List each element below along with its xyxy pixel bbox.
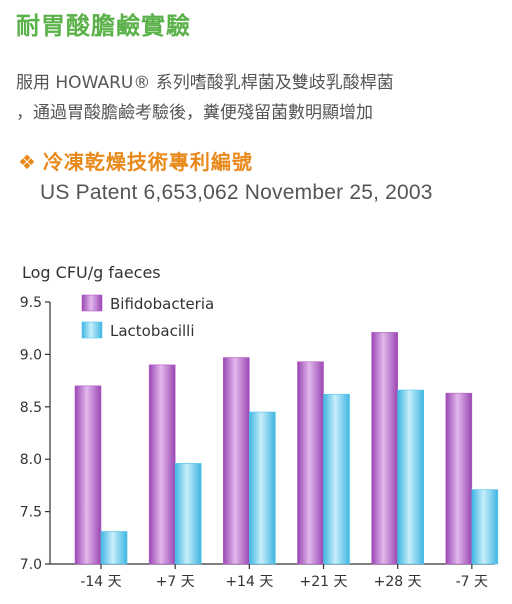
legend-label-bifidobacteria: Bifidobacteria <box>110 295 214 313</box>
y-tick-label: 8.5 <box>20 400 42 416</box>
y-tick-label: 7.5 <box>20 505 42 521</box>
bar-lactobacilli <box>323 393 350 565</box>
bar-bifidobacteria <box>445 392 473 565</box>
y-tick-label: 9.5 <box>20 295 42 311</box>
bar-lactobacilli <box>249 411 276 565</box>
x-tick-label: +14 天 <box>225 574 273 590</box>
x-tick-label: +28 天 <box>374 574 422 590</box>
x-tick-label: +7 天 <box>156 574 195 590</box>
y-tick-label: 9.0 <box>20 347 42 363</box>
page-title: 耐胃酸膽鹼實驗 <box>16 12 191 40</box>
bar-lactobacilli <box>471 489 499 565</box>
bar-bifidobacteria <box>223 357 250 565</box>
bar-bifidobacteria <box>297 361 324 565</box>
bar-chart-svg: Log CFU/g faeces 7.0 7.5 8.0 8.5 9.0 9.5 -14 天 +… <box>20 263 499 590</box>
bar-lactobacilli <box>174 463 202 565</box>
x-tick-label: +21 天 <box>300 574 348 590</box>
patent-heading-text: 冷凍乾燥技術專利編號 <box>42 150 253 174</box>
x-tick-label: -7 天 <box>456 574 488 590</box>
bar-lactobacilli <box>100 531 128 565</box>
description-line-1: 服用 HOWARU® 系列嗜酸乳桿菌及雙歧乳酸桿菌 <box>16 73 394 93</box>
y-axis-label: Log CFU/g faeces <box>22 263 161 282</box>
x-tick-label: -14 天 <box>80 574 121 590</box>
legend-swatch-bifidobacteria <box>81 294 103 312</box>
bar-bifidobacteria <box>148 364 176 565</box>
bar-bifidobacteria <box>371 332 398 565</box>
y-tick-label: 8.0 <box>20 452 42 468</box>
bar-bifidobacteria <box>74 385 102 565</box>
y-tick-label: 7.0 <box>20 557 42 573</box>
bar-chart: Log CFU/g faeces 7.0 7.5 8.0 8.5 9.0 9.5 -14 天 +… <box>0 250 512 600</box>
patent-heading: ❖ 冷凍乾燥技術專利編號 <box>18 146 253 175</box>
diamond-bullet-icon: ❖ <box>18 150 37 174</box>
description-line-2: ，通過胃酸膽鹼考驗後，糞便殘留菌數明顯增加 <box>16 103 373 123</box>
bar-lactobacilli <box>397 389 424 565</box>
patent-number: US Patent 6,653,062 November 25, 2003 <box>40 181 433 204</box>
legend-swatch-lactobacilli <box>81 321 103 339</box>
legend-label-lactobacilli: Lactobacilli <box>110 322 195 340</box>
